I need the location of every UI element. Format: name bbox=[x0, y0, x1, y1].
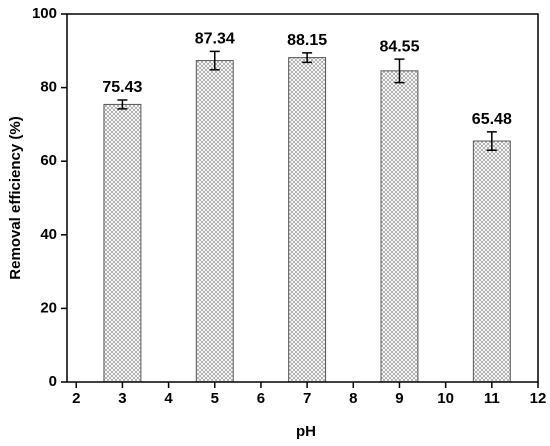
error-bar bbox=[486, 131, 497, 151]
x-tick-label: 10 bbox=[437, 390, 454, 407]
error-bar bbox=[394, 58, 405, 84]
plot-frame bbox=[66, 13, 539, 383]
error-bar bbox=[209, 50, 220, 71]
y-tick-label: 100 bbox=[32, 5, 57, 22]
y-tick-label: 40 bbox=[40, 226, 57, 243]
x-tick-label: 7 bbox=[303, 390, 311, 407]
x-tick-label: 11 bbox=[484, 390, 500, 407]
y-tick-label: 20 bbox=[40, 299, 57, 316]
error-bar bbox=[117, 99, 128, 110]
bar bbox=[103, 103, 142, 383]
x-tick-label: 8 bbox=[349, 390, 357, 407]
value-label: 65.48 bbox=[472, 111, 512, 128]
x-axis-label: pH bbox=[296, 423, 316, 440]
y-tick-label: 0 bbox=[49, 373, 57, 390]
y-tick-label: 60 bbox=[40, 152, 57, 169]
x-tick-label: 12 bbox=[530, 390, 547, 407]
x-tick-label: 4 bbox=[164, 390, 173, 407]
error-bar bbox=[302, 52, 313, 64]
x-tick-label: 9 bbox=[395, 390, 403, 407]
value-label: 88.15 bbox=[287, 32, 327, 49]
value-label: 87.34 bbox=[195, 31, 235, 48]
bar bbox=[472, 140, 511, 383]
bar bbox=[380, 70, 419, 383]
bar bbox=[195, 60, 234, 383]
bar bbox=[288, 57, 327, 383]
x-tick-label: 5 bbox=[211, 390, 219, 407]
x-tick-label: 2 bbox=[72, 390, 80, 407]
y-axis-label: Removal efficiency (%) bbox=[7, 116, 24, 279]
x-tick-label: 6 bbox=[257, 390, 265, 407]
y-tick-label: 80 bbox=[40, 79, 57, 96]
value-label: 75.43 bbox=[102, 79, 142, 96]
value-label: 84.55 bbox=[379, 38, 419, 55]
x-tick-label: 3 bbox=[118, 390, 126, 407]
